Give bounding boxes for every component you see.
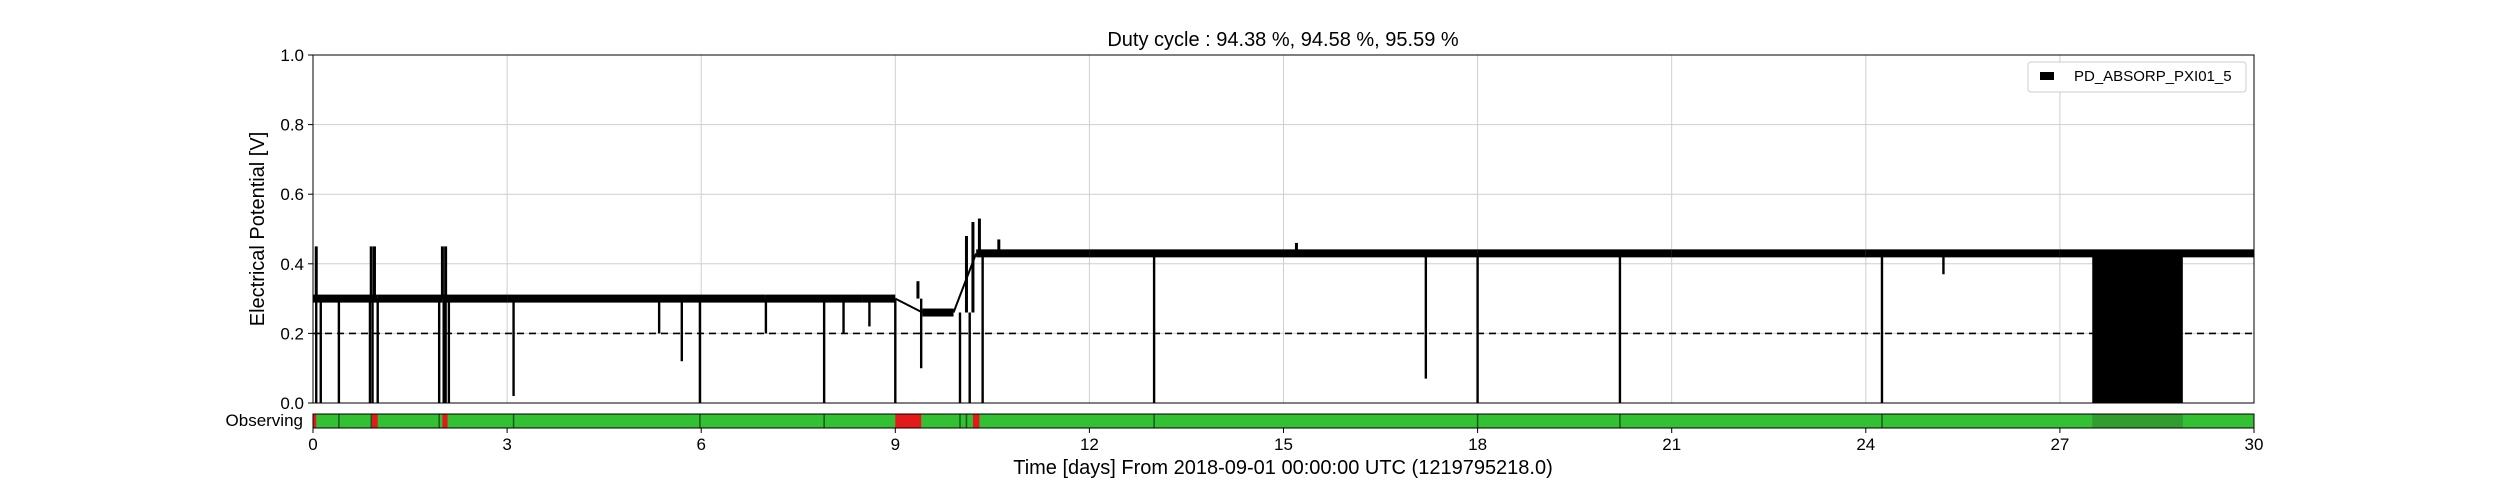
x-tick-label: 18	[1468, 435, 1487, 454]
y-tick-label: 1.0	[280, 46, 304, 65]
grid	[312, 54, 2255, 404]
x-tick-label: 0	[308, 435, 317, 454]
observing-frame	[312, 413, 2255, 429]
series-baseline-segment	[1477, 249, 1672, 258]
legend-swatch	[2040, 72, 2054, 80]
series-baseline-segment	[442, 294, 508, 303]
observing-off-segment	[895, 414, 922, 428]
x-tick-label: 27	[2050, 435, 2069, 454]
x-tick-label: 6	[696, 435, 705, 454]
x-tick-label: 30	[2245, 435, 2264, 454]
y-tick-label: 0.2	[280, 324, 304, 343]
series-baseline-segment	[2059, 249, 2254, 258]
series-baseline-segment	[1089, 249, 1284, 258]
observing-off-segment	[313, 414, 317, 428]
series-baseline-segment	[313, 294, 378, 303]
series-baseline-segment	[1671, 249, 1866, 258]
plot-frame	[312, 54, 2255, 404]
series-baseline-segment	[377, 294, 443, 303]
y-axis: 0.0 0.2 0.4 0.6 0.8 1.0	[280, 46, 313, 413]
x-axis-label: Time [days] From 2018-09-01 00:00:00 UTC…	[1013, 457, 1553, 479]
series-transition	[894, 297, 923, 314]
y-tick-label: 0.6	[280, 185, 304, 204]
x-axis: 0 3 6 9 12 15 18 21 24 27 30	[308, 428, 2263, 454]
y-axis-label: Electrical Potential [V]	[247, 132, 269, 327]
observing-off-segment	[371, 414, 378, 428]
chart-title: Duty cycle : 94.38 %, 94.58 %, 95.59 %	[1107, 29, 1459, 51]
series-baseline-segment	[1283, 249, 1478, 258]
observing-off-segment	[972, 414, 980, 428]
legend: PD_ABSORP_PXI01_5	[2027, 61, 2247, 93]
observing-label: Observing	[226, 411, 303, 430]
observing-bar	[312, 413, 2255, 429]
series-baseline-segment	[922, 308, 954, 317]
series-dense-band	[2092, 256, 2183, 403]
observing-on-segment	[313, 414, 2254, 428]
series-baseline-segment	[507, 294, 637, 303]
y-tick-label: 0.0	[280, 394, 304, 413]
series-layer	[313, 218, 2254, 403]
y-tick-label: 0.4	[280, 255, 304, 274]
series-baseline-segment	[862, 294, 896, 303]
y-tick-label: 0.8	[280, 116, 304, 135]
series-baseline-segment	[976, 249, 1090, 258]
legend-entry: PD_ABSORP_PXI01_5	[2074, 68, 2232, 85]
observing-dense-mark	[2092, 414, 2183, 428]
x-tick-label: 24	[1856, 435, 1875, 454]
series-baseline-segment	[1865, 249, 2060, 258]
x-tick-label: 21	[1662, 435, 1681, 454]
x-tick-label: 15	[1274, 435, 1293, 454]
legend-box	[2027, 61, 2247, 93]
observing-off-segment	[442, 414, 448, 428]
x-tick-label: 12	[1080, 435, 1099, 454]
x-tick-label: 9	[891, 435, 900, 454]
series-baseline-segment	[765, 294, 863, 303]
series-baseline-segment	[636, 294, 766, 303]
plot-area	[313, 218, 2254, 403]
x-tick-label: 3	[502, 435, 511, 454]
